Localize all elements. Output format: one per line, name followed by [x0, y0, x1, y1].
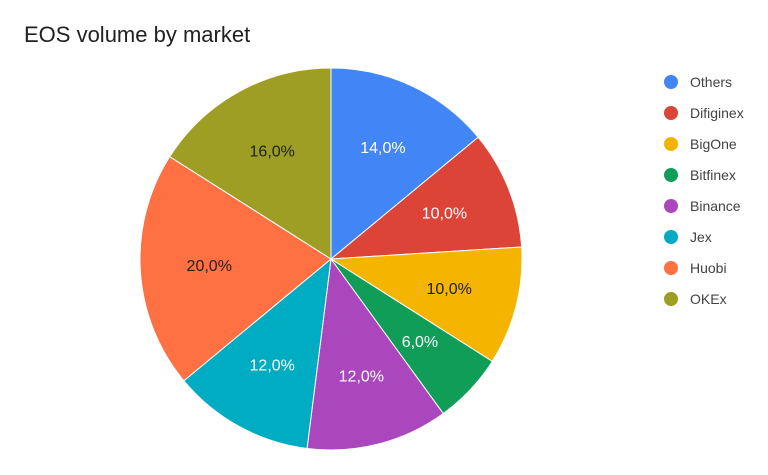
slice-label-difiginex: 10,0% [422, 206, 467, 223]
legend-item-difiginex[interactable]: Difiginex [664, 97, 744, 128]
legend-swatch [664, 260, 678, 275]
chart-legend: Others Difiginex BigOne Bitfinex Binance… [664, 66, 744, 314]
pie-chart: 14,0% 10,0% 10,0% 6,0% 12,0% 12,0% 20,0% 16,0% [139, 67, 523, 451]
slice-label-binance: 12,0% [339, 369, 384, 386]
legend-item-bigone[interactable]: BigOne [664, 128, 744, 159]
legend-item-binance[interactable]: Binance [664, 190, 744, 221]
legend-label: OKEx [690, 290, 727, 307]
legend-swatch [664, 105, 678, 120]
slice-label-jex: 12,0% [250, 357, 295, 374]
legend-label: Huobi [690, 259, 727, 276]
pie-slice-binance[interactable] [306, 257, 444, 451]
legend-label: Binance [690, 197, 741, 214]
legend-label: BigOne [690, 135, 737, 152]
slice-label-bigone: 10,0% [426, 281, 471, 298]
legend-swatch [664, 136, 678, 151]
legend-label: Difiginex [690, 104, 744, 121]
legend-swatch [664, 291, 678, 306]
legend-label: Others [690, 73, 733, 90]
legend-swatch [664, 198, 678, 213]
pie-slice-bigone[interactable] [329, 246, 523, 363]
legend-swatch [664, 167, 678, 182]
pie-slice-okex[interactable] [169, 67, 332, 260]
slice-label-others: 14,0% [360, 140, 405, 157]
legend-label: Jex [690, 228, 712, 245]
legend-swatch [664, 74, 678, 89]
legend-item-others[interactable]: Others [664, 66, 744, 97]
pie-slice-jex[interactable] [183, 257, 332, 450]
legend-item-huobi[interactable]: Huobi [664, 252, 744, 283]
slice-label-huobi: 20,0% [187, 258, 232, 275]
legend-swatch [664, 229, 678, 244]
pie-slice-huobi[interactable] [139, 155, 332, 382]
slice-label-bitfinex: 6,0% [402, 334, 438, 351]
legend-item-bitfinex[interactable]: Bitfinex [664, 159, 744, 190]
pie-slice-difiginex[interactable] [329, 136, 523, 260]
legend-item-okex[interactable]: OKEx [664, 283, 744, 314]
legend-item-jex[interactable]: Jex [664, 221, 744, 252]
legend-label: Bitfinex [690, 166, 736, 183]
chart-title: EOS volume by market [24, 22, 251, 47]
slice-label-okex: 16,0% [250, 144, 295, 161]
pie-slice-others[interactable] [330, 67, 479, 261]
